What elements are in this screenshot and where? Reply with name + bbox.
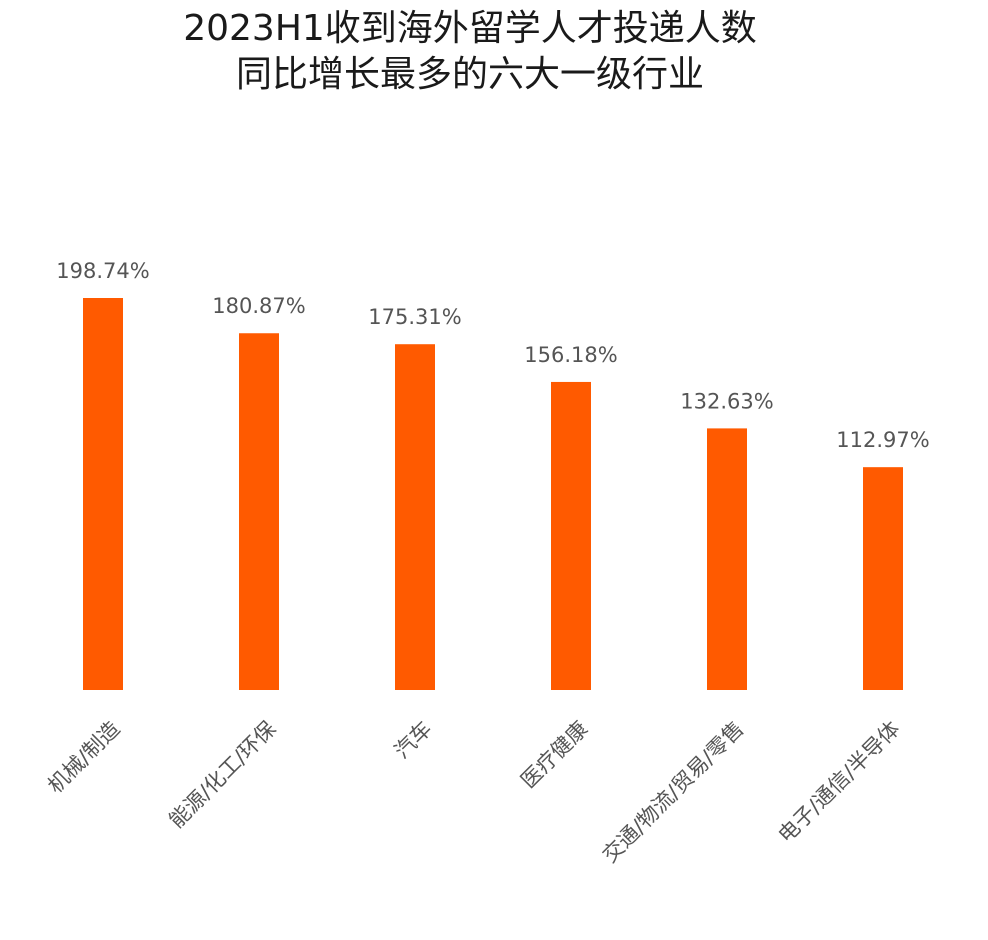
- value-label-2: 180.87%: [212, 294, 305, 318]
- value-label-4: 156.18%: [524, 343, 617, 367]
- value-label-5: 132.63%: [680, 389, 773, 413]
- category-label-1: 机械/制造: [43, 717, 124, 798]
- chart-title-line2: 同比增长最多的六大一级行业: [235, 54, 704, 95]
- category-label-4: 医疗健康: [516, 717, 592, 793]
- bar-5: [707, 428, 747, 690]
- category-label-3: 汽车: [390, 717, 437, 764]
- bar-2: [239, 333, 279, 690]
- category-label-2: 能源/化工/环保: [164, 717, 280, 833]
- value-label-3: 175.31%: [368, 305, 461, 329]
- bar-1: [83, 298, 123, 690]
- bar-series: [83, 298, 903, 690]
- value-label-1: 198.74%: [56, 259, 149, 283]
- value-labels: 198.74% 180.87% 175.31% 156.18% 132.63% 112.9…: [56, 259, 929, 452]
- bar-4: [551, 381, 591, 690]
- value-label-6: 112.97%: [836, 428, 929, 452]
- bar-3: [395, 344, 435, 690]
- chart-title-line1: 2023H1收到海外留学人才投递人数: [183, 8, 757, 49]
- category-label-6: 电子/通信/半导体: [774, 717, 905, 848]
- bar-6: [863, 467, 903, 690]
- category-label-5: 交通/物流/贸易/零售: [598, 717, 749, 868]
- chart-title: 2023H1收到海外留学人才投递人数 同比增长最多的六大一级行业: [0, 6, 940, 98]
- category-labels: 机械/制造 能源/化工/环保 汽车 医疗健康 交通/物流/贸易/零售 电子/通信/半导体: [43, 717, 904, 868]
